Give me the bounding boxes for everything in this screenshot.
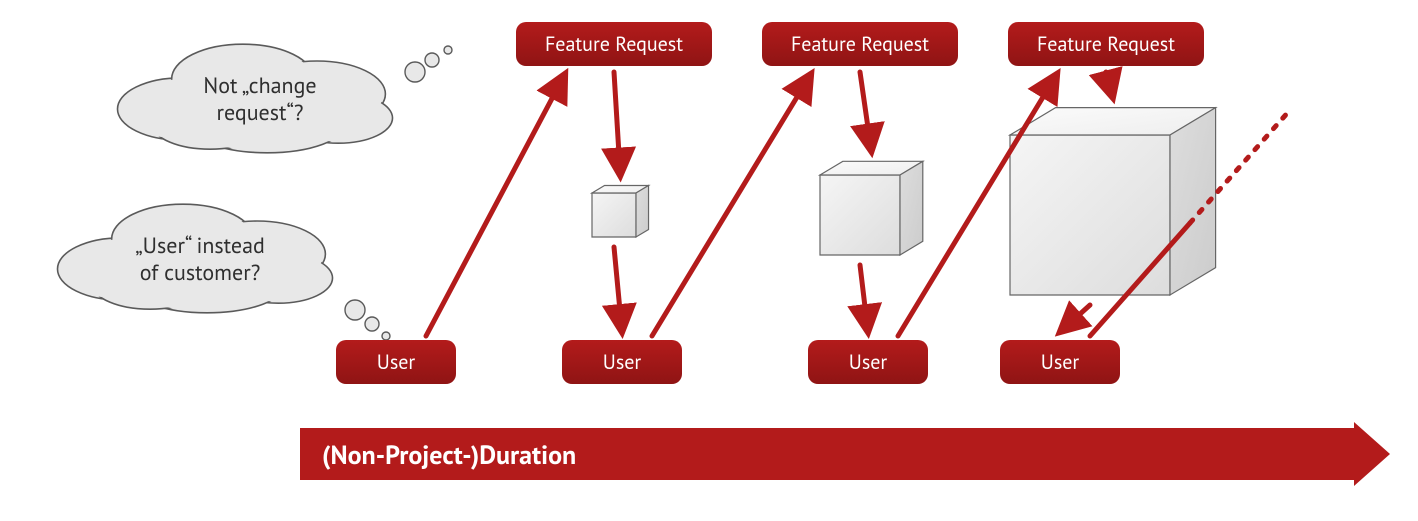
user-box: User [808, 340, 928, 384]
user-label: User [849, 349, 887, 375]
duration-bar-label: (Non-Project-)Duration [322, 439, 576, 472]
arrow [614, 72, 620, 175]
user-label: User [377, 349, 415, 375]
cube-face-top [1010, 108, 1216, 135]
feature-request-box: Feature Request [1008, 22, 1204, 66]
arrow [426, 74, 565, 336]
cube-face-side [900, 161, 923, 255]
arrow [652, 74, 811, 336]
feature-request-box: Feature Request [762, 22, 958, 66]
arrow [898, 74, 1057, 336]
arrow [614, 247, 622, 332]
arrow [860, 72, 871, 151]
cube-face-front [1010, 135, 1170, 295]
thought-cloud-text: „User“ insteadof customer? [78, 233, 323, 288]
cube-face-top [820, 161, 923, 175]
cube-face-front [592, 193, 636, 237]
user-box: User [1000, 340, 1120, 384]
cube-face-front [820, 175, 900, 255]
user-label: User [1041, 349, 1079, 375]
thought-cloud-text: Not „changerequest“? [138, 73, 383, 128]
arrow-dashed [1190, 110, 1290, 223]
user-label: User [603, 349, 641, 375]
user-box: User [336, 340, 456, 384]
cube-face-side [636, 185, 649, 237]
arrow [860, 265, 868, 332]
cube-face-top [592, 185, 649, 193]
feature-request-label: Feature Request [1037, 31, 1175, 57]
arrow [1060, 305, 1090, 332]
feature-request-box: Feature Request [516, 22, 712, 66]
feature-request-label: Feature Request [791, 31, 929, 57]
arrow [1090, 223, 1190, 336]
arrow [1106, 72, 1113, 98]
feature-request-label: Feature Request [545, 31, 683, 57]
user-box: User [562, 340, 682, 384]
thought-cloud-icon [118, 44, 453, 153]
cube-face-side [1170, 108, 1216, 295]
thought-cloud-icon [58, 204, 391, 340]
